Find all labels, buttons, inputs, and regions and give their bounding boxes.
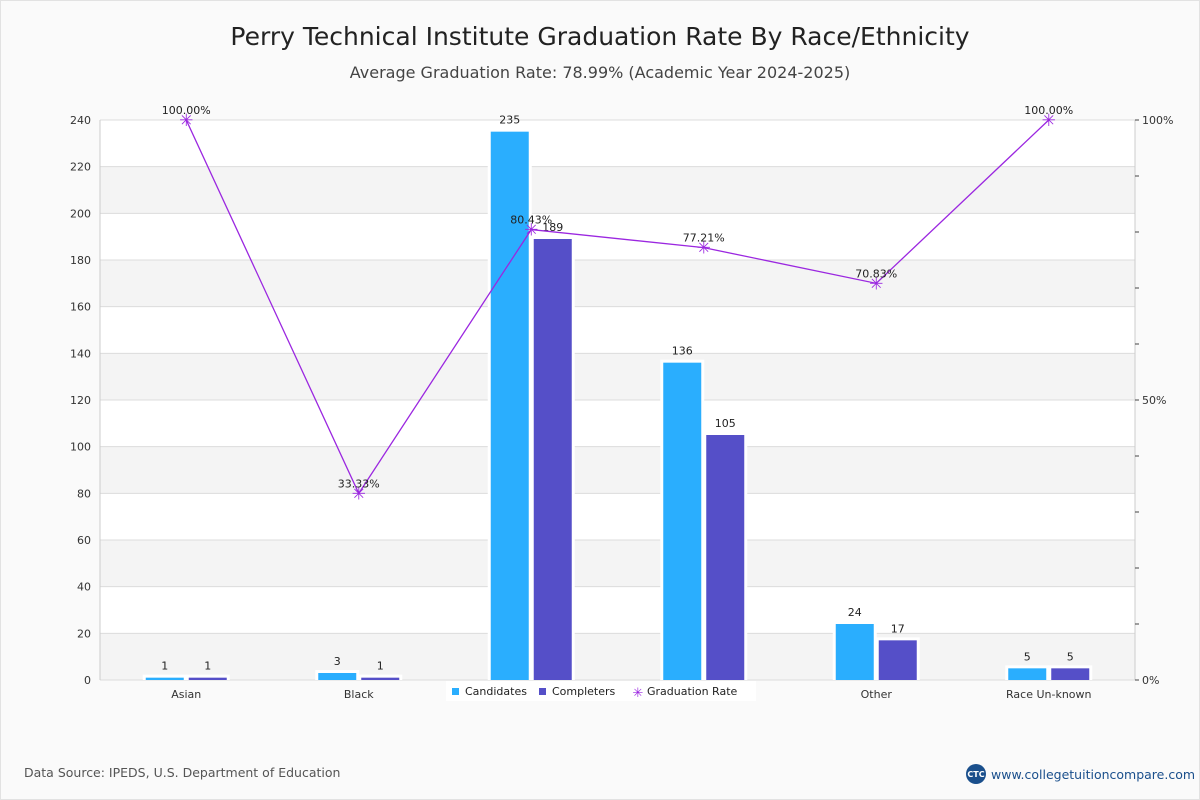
- grid-band: [100, 306, 1135, 354]
- y-left-tick-label: 180: [70, 254, 91, 267]
- graduation-rate-point: ✳: [179, 111, 193, 131]
- graduation-rate-label: 33.33%: [338, 477, 380, 490]
- brand-logo-icon: CTC: [966, 764, 986, 784]
- grid-band: [100, 120, 1135, 167]
- bar-value-label: 105: [715, 417, 736, 430]
- category-label: Race Un-known: [1006, 688, 1092, 701]
- legend-star-icon: ✳: [633, 686, 644, 701]
- legend-label: Graduation Rate: [647, 685, 738, 698]
- grid-band: [100, 493, 1135, 540]
- graduation-rate-line: [185, 119, 1050, 495]
- y-left-tick-label: 240: [70, 114, 91, 127]
- grid-band: [100, 400, 1135, 447]
- bars: [142, 128, 1093, 680]
- y-right-tick-label: 0%: [1142, 674, 1159, 687]
- category-label: Other: [861, 688, 893, 701]
- legend-background: [446, 681, 756, 701]
- bar-outline: [358, 674, 403, 680]
- bar-candidates-black: [318, 673, 357, 680]
- bar-value-label: 24: [848, 606, 862, 619]
- brand-link[interactable]: CTC www.collegetuitioncompare.com: [966, 764, 1195, 784]
- bar-completers-other: [878, 640, 917, 680]
- graduation-rate-point: ✳: [352, 484, 366, 504]
- y-right-tick-label: 50%: [1142, 394, 1166, 407]
- graduation-rate-label: 100.00%: [1024, 104, 1073, 117]
- chart-svg: 0 20 40 60 80 100 120 140 160 180 200 220 240 0% 50% 1…: [70, 104, 1173, 701]
- y-left-tick-label: 20: [77, 627, 91, 640]
- grid-band: [100, 633, 1135, 680]
- y-left-tick-label: 40: [77, 581, 91, 594]
- y-left-tick-label: 80: [77, 487, 91, 500]
- bar-value-label: 3: [334, 655, 341, 668]
- bar-value-label: 1: [161, 660, 168, 673]
- y-left-tick-label: 160: [70, 301, 91, 314]
- bar-completers-asian: [188, 677, 227, 680]
- brand-url: www.collegetuitioncompare.com: [991, 766, 1196, 782]
- y-left-tick-label: 0: [84, 674, 91, 687]
- grid-bands: [100, 120, 1135, 680]
- y-left-tick-label: 140: [70, 347, 91, 360]
- bar-value-label: 1: [377, 660, 384, 673]
- legend-swatch-icon: [452, 688, 459, 695]
- grid-lines: [100, 119, 1135, 681]
- data-source: Data Source: IPEDS, U.S. Department of E…: [24, 765, 341, 780]
- graduation-rate-point: ✳: [524, 221, 538, 241]
- left-axis: 0 20 40 60 80 100 120 140 160 180 200 220 240: [70, 114, 101, 687]
- category-label: Asian: [171, 688, 201, 701]
- y-right-tick-label: 100%: [1142, 114, 1173, 127]
- rate-line: ✳100.00%✳33.33%✳80.43%✳77.21%✳70.83%✳100…: [162, 104, 1073, 504]
- bar-candidates-white: [663, 362, 702, 680]
- bar-value-label: 235: [499, 114, 520, 127]
- bar-outline: [142, 674, 187, 680]
- grid-band: [100, 353, 1135, 400]
- bar-value-label: 17: [891, 622, 905, 635]
- bar-candidates-other: [835, 624, 874, 680]
- grid-band: [100, 166, 1135, 214]
- y-left-tick-label: 100: [70, 441, 91, 454]
- bar-value-label: 5: [1024, 650, 1031, 663]
- legend-swatch-icon: [539, 688, 546, 695]
- legend-label: Candidates: [465, 685, 527, 698]
- graduation-rate-label: 77.21%: [683, 232, 725, 245]
- y-left-tick-label: 60: [77, 534, 91, 547]
- grid-band: [100, 586, 1135, 634]
- bar-value-label: 1: [204, 660, 211, 673]
- legend: Candidates Completers ✳ Graduation Rate: [446, 681, 756, 701]
- bar-completers-hispanic: [533, 239, 572, 680]
- legend-label: Completers: [552, 685, 616, 698]
- grid-band: [100, 540, 1135, 587]
- grid-band: [100, 446, 1135, 494]
- right-axis: 0% 50% 100%: [1134, 114, 1173, 687]
- graduation-rate-point: ✳: [697, 239, 711, 259]
- y-left-tick-label: 220: [70, 161, 91, 174]
- grid-band: [100, 213, 1135, 260]
- bar-candidates-race-un-known: [1008, 668, 1047, 680]
- category-labels: Asian Black Other Race Un-known: [171, 688, 1091, 701]
- grid-band: [100, 260, 1135, 307]
- graduation-rate-point: ✳: [869, 274, 883, 294]
- graduation-rate-label: 100.00%: [162, 104, 211, 117]
- bar-completers-white: [706, 435, 745, 680]
- graduation-rate-label: 70.83%: [855, 267, 897, 280]
- bar-value-label: 5: [1067, 650, 1074, 663]
- graduation-rate-point: ✳: [1042, 111, 1056, 131]
- bar-completers-race-un-known: [1051, 668, 1090, 680]
- graduation-rate-label: 80.43%: [510, 214, 552, 227]
- bar-outline: [185, 674, 230, 680]
- bar-candidates-hispanic: [490, 131, 529, 680]
- chart-subtitle: Average Graduation Rate: 78.99% (Academi…: [349, 63, 851, 82]
- bar-completers-black: [361, 677, 400, 680]
- bar-value-label: 136: [672, 345, 693, 358]
- bar-candidates-asian: [145, 677, 184, 680]
- y-left-tick-label: 120: [70, 394, 91, 407]
- y-left-tick-label: 200: [70, 207, 91, 220]
- chart-title: Perry Technical Institute Graduation Rat…: [230, 22, 970, 51]
- category-label: Black: [344, 688, 374, 701]
